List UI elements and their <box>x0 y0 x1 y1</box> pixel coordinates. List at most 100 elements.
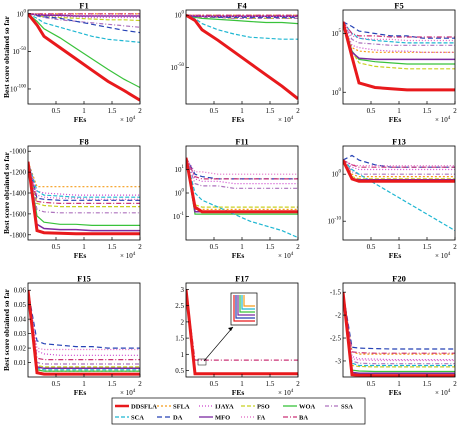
panel-title: F20 <box>392 274 406 284</box>
legend-entry-mfo: MFO <box>199 415 230 422</box>
series-group <box>28 290 140 376</box>
series-line-pso <box>343 292 455 368</box>
legend-label: DDSFLA <box>131 404 157 411</box>
series-line-ddsfla <box>28 161 140 236</box>
y-tick-label: -1800 <box>10 231 27 239</box>
series-line-sca <box>28 161 140 198</box>
panel-title: F17 <box>235 274 249 284</box>
series-line-sca <box>343 292 455 367</box>
plot-frame <box>342 282 456 378</box>
series-line-sfla <box>28 161 140 188</box>
y-tick-label: 105 <box>332 29 342 38</box>
y-tick-label: 101 <box>175 165 185 174</box>
x-tick-label: 0.5 <box>210 380 219 388</box>
series-line-ijaya <box>28 290 140 356</box>
x-axis-label: FEs <box>232 115 245 124</box>
x-tick-label: 1.5 <box>423 107 432 115</box>
series-line-ijaya <box>343 21 455 53</box>
series-line-sca <box>28 290 140 371</box>
x-tick-label: 1 <box>82 380 86 388</box>
y-tick-label: 10-50 <box>170 63 184 72</box>
series-line-sca <box>28 13 140 43</box>
y-tick-label: -1400 <box>10 190 27 198</box>
series-line-sca <box>343 159 455 232</box>
x-tick-label: 2 <box>296 243 300 251</box>
legend-label: BA <box>299 415 308 422</box>
series-line-ba <box>186 157 298 180</box>
x-tick-label: 1 <box>240 107 244 115</box>
plot-frame <box>185 145 299 241</box>
y-tick-label: 0.5 <box>175 367 184 375</box>
x-axis-label: FEs <box>74 388 87 397</box>
legend-entry-ijaya: IJAYA <box>199 404 234 411</box>
legend-entry-fa: FA <box>241 415 265 422</box>
x-exponent: × 104 <box>278 116 294 124</box>
series-line-ddsfla <box>186 13 298 100</box>
x-axis-label: FEs <box>389 251 402 260</box>
x-tick-label: 0.5 <box>367 243 376 251</box>
series-line-fa <box>28 290 140 351</box>
x-tick-label: 1.5 <box>108 107 117 115</box>
series-line-ssa <box>343 159 455 175</box>
legend-label: SSA <box>341 404 353 411</box>
panel-title: F11 <box>235 137 248 147</box>
y-tick-label: 0.01 <box>14 359 27 367</box>
y-tick-label: -3 <box>335 357 341 365</box>
x-axis-label: FEs <box>232 388 245 397</box>
series-group <box>186 157 298 239</box>
zoom-arrow <box>203 326 234 362</box>
y-tick-label: 0.05 <box>14 301 27 309</box>
x-exponent: × 104 <box>278 252 294 260</box>
x-axis-label: FEs <box>389 115 402 124</box>
series-line-sfla <box>186 157 298 210</box>
x-tick-label: 2 <box>138 380 142 388</box>
x-tick-label: 2 <box>453 243 457 251</box>
series-line-ssa <box>28 161 140 214</box>
panel-f4: F4 0.5 1 1.5 2 FEs × 104 100 10-50 <box>170 1 300 125</box>
series-line-sca <box>186 14 298 40</box>
series-line-sca <box>186 157 298 239</box>
y-tick-label: 3 <box>181 286 185 294</box>
legend-label: SCA <box>131 415 144 422</box>
y-tick-label: 10-50 <box>12 47 26 56</box>
y-tick-label: -1000 <box>10 148 27 156</box>
panel-f5: F5 0.5 1 1.5 2 FEs × 104 105 100 <box>332 1 458 125</box>
series-line-mfo <box>343 292 455 375</box>
series-line-ba <box>28 290 140 361</box>
series-line-fa <box>28 13 140 16</box>
y-tick-label: 10-10 <box>327 217 341 226</box>
legend-frame <box>111 397 366 425</box>
series-line-ba <box>343 159 455 168</box>
series-group <box>343 21 455 92</box>
series-group <box>343 292 455 377</box>
x-tick-label: 1 <box>240 243 244 251</box>
x-tick-label: 2 <box>138 107 142 115</box>
x-exponent: × 104 <box>120 252 136 260</box>
x-tick-label: 0.5 <box>210 107 219 115</box>
y-tick-label: 0.04 <box>14 316 27 324</box>
panel-title: F13 <box>392 137 406 147</box>
zoom-inset <box>230 292 258 326</box>
x-axis-label: FEs <box>74 251 87 260</box>
legend-label: IJAYA <box>215 404 234 411</box>
panel-f17: F17 0.5 1 1.5 2 FEs × 104 3 2.5 2 1.5 1 0.5 <box>175 274 300 398</box>
series-line-fa <box>343 292 455 362</box>
panel-f11: F11 0.5 1 1.5 2 FEs × 104 101 100 10-1 <box>173 137 300 261</box>
x-axis-label: FEs <box>389 388 402 397</box>
panel-title: F15 <box>77 274 91 284</box>
series-line-ijaya <box>186 157 298 185</box>
series-line-woa <box>343 292 455 373</box>
x-tick-label: 0.5 <box>52 380 61 388</box>
y-axis-label: Best score obtained so far <box>2 151 11 234</box>
series-group <box>186 13 298 100</box>
series-line-fa <box>186 14 298 17</box>
series-line-ddsfla <box>186 289 298 376</box>
series-line-sfla <box>343 159 455 178</box>
x-axis-label: FEs <box>74 115 87 124</box>
x-tick-label: 1.5 <box>423 243 432 251</box>
series-line-ba <box>186 289 298 361</box>
x-tick-label: 0.5 <box>210 243 219 251</box>
y-tick-label: -2.5 <box>330 335 342 343</box>
